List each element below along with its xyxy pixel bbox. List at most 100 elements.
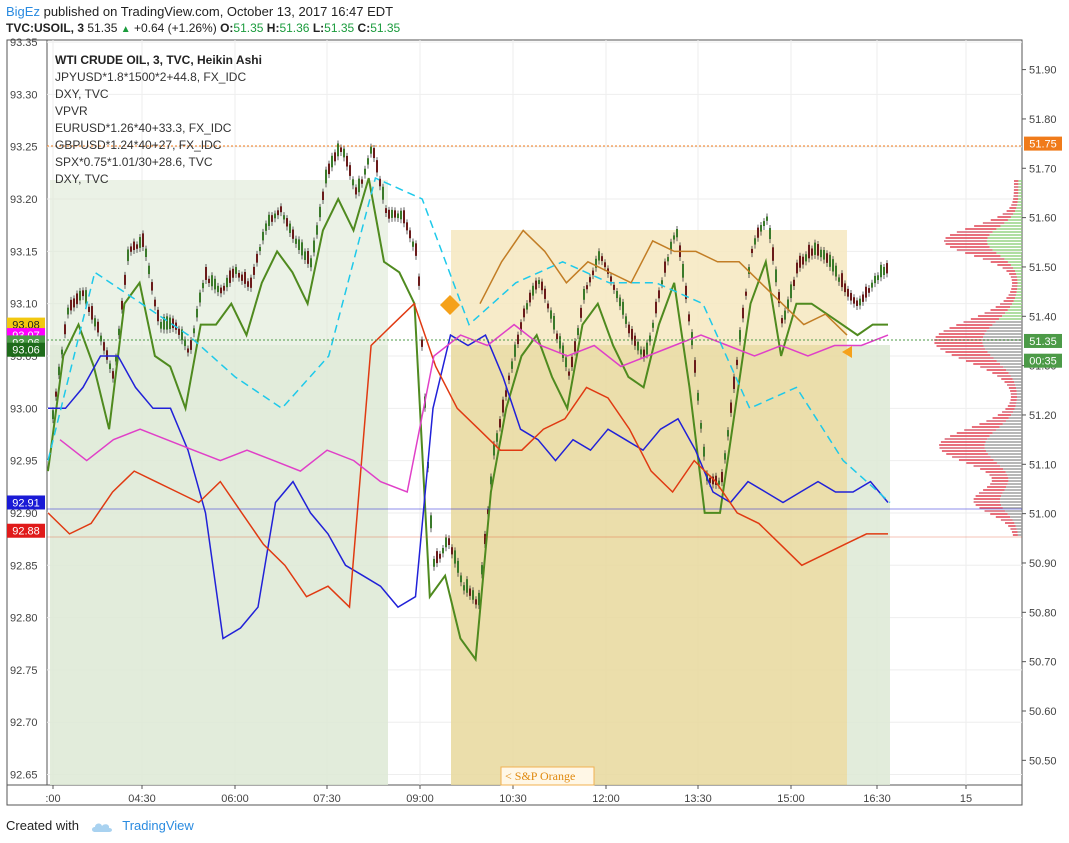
vpvr-bar-down — [939, 444, 985, 446]
candle-body — [610, 276, 612, 282]
candle-body — [811, 248, 813, 256]
candle-body — [643, 349, 645, 358]
candle-body — [520, 322, 522, 331]
vpvr-bar-up — [999, 426, 1022, 428]
vpvr-bar-down — [973, 363, 1001, 365]
vpvr-bar-up — [1014, 522, 1022, 524]
candle-body — [283, 215, 285, 220]
right-tick-label: 51.40 — [1029, 311, 1057, 323]
vpvr-bar-up — [1018, 186, 1022, 188]
vpvr-bar-up — [1013, 300, 1022, 302]
candle-body — [259, 247, 261, 252]
vpvr-bar-up — [1007, 261, 1022, 263]
vpvr-bar-up — [987, 243, 1022, 245]
candle-body — [715, 475, 717, 485]
candle-body — [499, 419, 501, 428]
vpvr-bar-up — [1016, 273, 1022, 275]
series-line — [47, 177, 891, 504]
vpvr-bar-down — [1012, 282, 1018, 284]
candle-body — [388, 209, 390, 219]
left-tick-label: 93.35 — [10, 37, 38, 49]
legend-entry: GBPUSD*1.24*40+27, FX_IDC — [55, 138, 222, 152]
candle-body — [508, 375, 510, 381]
candle-body — [76, 293, 78, 305]
vpvr-bar-up — [1010, 375, 1022, 377]
candle-body — [253, 266, 255, 275]
candle-body — [718, 480, 720, 485]
candle-body — [838, 277, 840, 282]
vpvr-bar-up — [989, 435, 1022, 437]
candle-body — [118, 328, 120, 336]
right-tick-label: 50.50 — [1029, 755, 1057, 767]
candle-body — [406, 222, 408, 231]
vpvr-bar-down — [983, 489, 1005, 491]
candle-body — [724, 453, 726, 460]
vpvr-bar-up — [1013, 213, 1022, 215]
x-tick-label: 04:30 — [128, 793, 156, 805]
open-value: 51.35 — [233, 21, 264, 35]
candle-body — [688, 314, 690, 322]
candle-body — [199, 292, 201, 303]
vpvr-bar-down — [941, 450, 986, 452]
candle-body — [487, 509, 489, 515]
candle-body — [166, 316, 168, 330]
vpvr-bar-up — [985, 450, 1022, 452]
left-axis-ticks: 93.3593.3093.2593.2093.1593.1093.0593.00… — [10, 37, 38, 781]
candle-body — [649, 335, 651, 342]
candle-body — [121, 300, 123, 310]
vpvr-bar-up — [1014, 408, 1022, 410]
vpvr-bar-up — [1012, 378, 1022, 380]
left-tick-label: 92.75 — [10, 665, 38, 677]
candle-body — [217, 285, 219, 293]
x-tick-label: 15:00 — [777, 793, 805, 805]
candle-body — [451, 547, 453, 555]
vpvr-bar-up — [1014, 297, 1022, 299]
candle-body — [733, 376, 735, 390]
candle-body — [730, 402, 732, 413]
tradingview-link[interactable]: TradingView — [122, 818, 194, 833]
right-price-badge — [1024, 333, 1062, 348]
publish-header: BigEz published on TradingView.com, Octo… — [6, 4, 393, 19]
candle-body — [556, 333, 558, 340]
candle-body — [652, 322, 654, 328]
vpvr-bar-up — [1016, 387, 1022, 389]
vpvr-bar-down — [946, 453, 988, 455]
vpvr-bar-up — [1015, 210, 1022, 212]
vpvr-bar-up — [1000, 498, 1022, 500]
x-tick-label: 09:00 — [406, 793, 434, 805]
left-tick-label: 92.90 — [10, 508, 38, 520]
vpvr-bar-down — [1006, 297, 1015, 299]
vpvr-bar-down — [1007, 405, 1016, 407]
vpvr-bar-down — [956, 324, 993, 326]
author-link[interactable]: BigEz — [6, 4, 40, 19]
vpvr-bar-up — [982, 339, 1022, 341]
annotation-text: < S&P Orange — [505, 769, 575, 783]
candle-body — [274, 213, 276, 219]
vpvr-bar-up — [1015, 405, 1022, 407]
candle-body — [736, 359, 738, 366]
vpvr-bar-up — [993, 357, 1022, 359]
x-tick-label: 10:30 — [499, 793, 527, 805]
vpvr-bar-down — [1010, 396, 1018, 398]
left-tick-label: 93.30 — [10, 89, 38, 101]
candle-body — [721, 471, 723, 483]
candle-body — [601, 256, 603, 262]
vpvr-bar-up — [1017, 288, 1022, 290]
vpvr-bar-up — [989, 327, 1022, 329]
vpvr-bar-down — [1013, 180, 1019, 182]
candle-body — [595, 258, 597, 268]
candle-body — [97, 321, 99, 333]
candle-body — [769, 228, 771, 240]
session-green-shade-top — [50, 180, 388, 345]
candle-body — [238, 272, 240, 278]
x-tick-label: 07:30 — [313, 793, 341, 805]
candle-body — [781, 318, 783, 324]
vpvr-bar-down — [1010, 291, 1017, 293]
vpvr-bar-up — [992, 231, 1022, 233]
vpvr-bar-up — [1011, 414, 1022, 416]
candle-body — [133, 241, 135, 251]
candle-body — [568, 371, 570, 376]
candle-body — [313, 240, 315, 253]
vpvr-bar-down — [1011, 204, 1018, 206]
